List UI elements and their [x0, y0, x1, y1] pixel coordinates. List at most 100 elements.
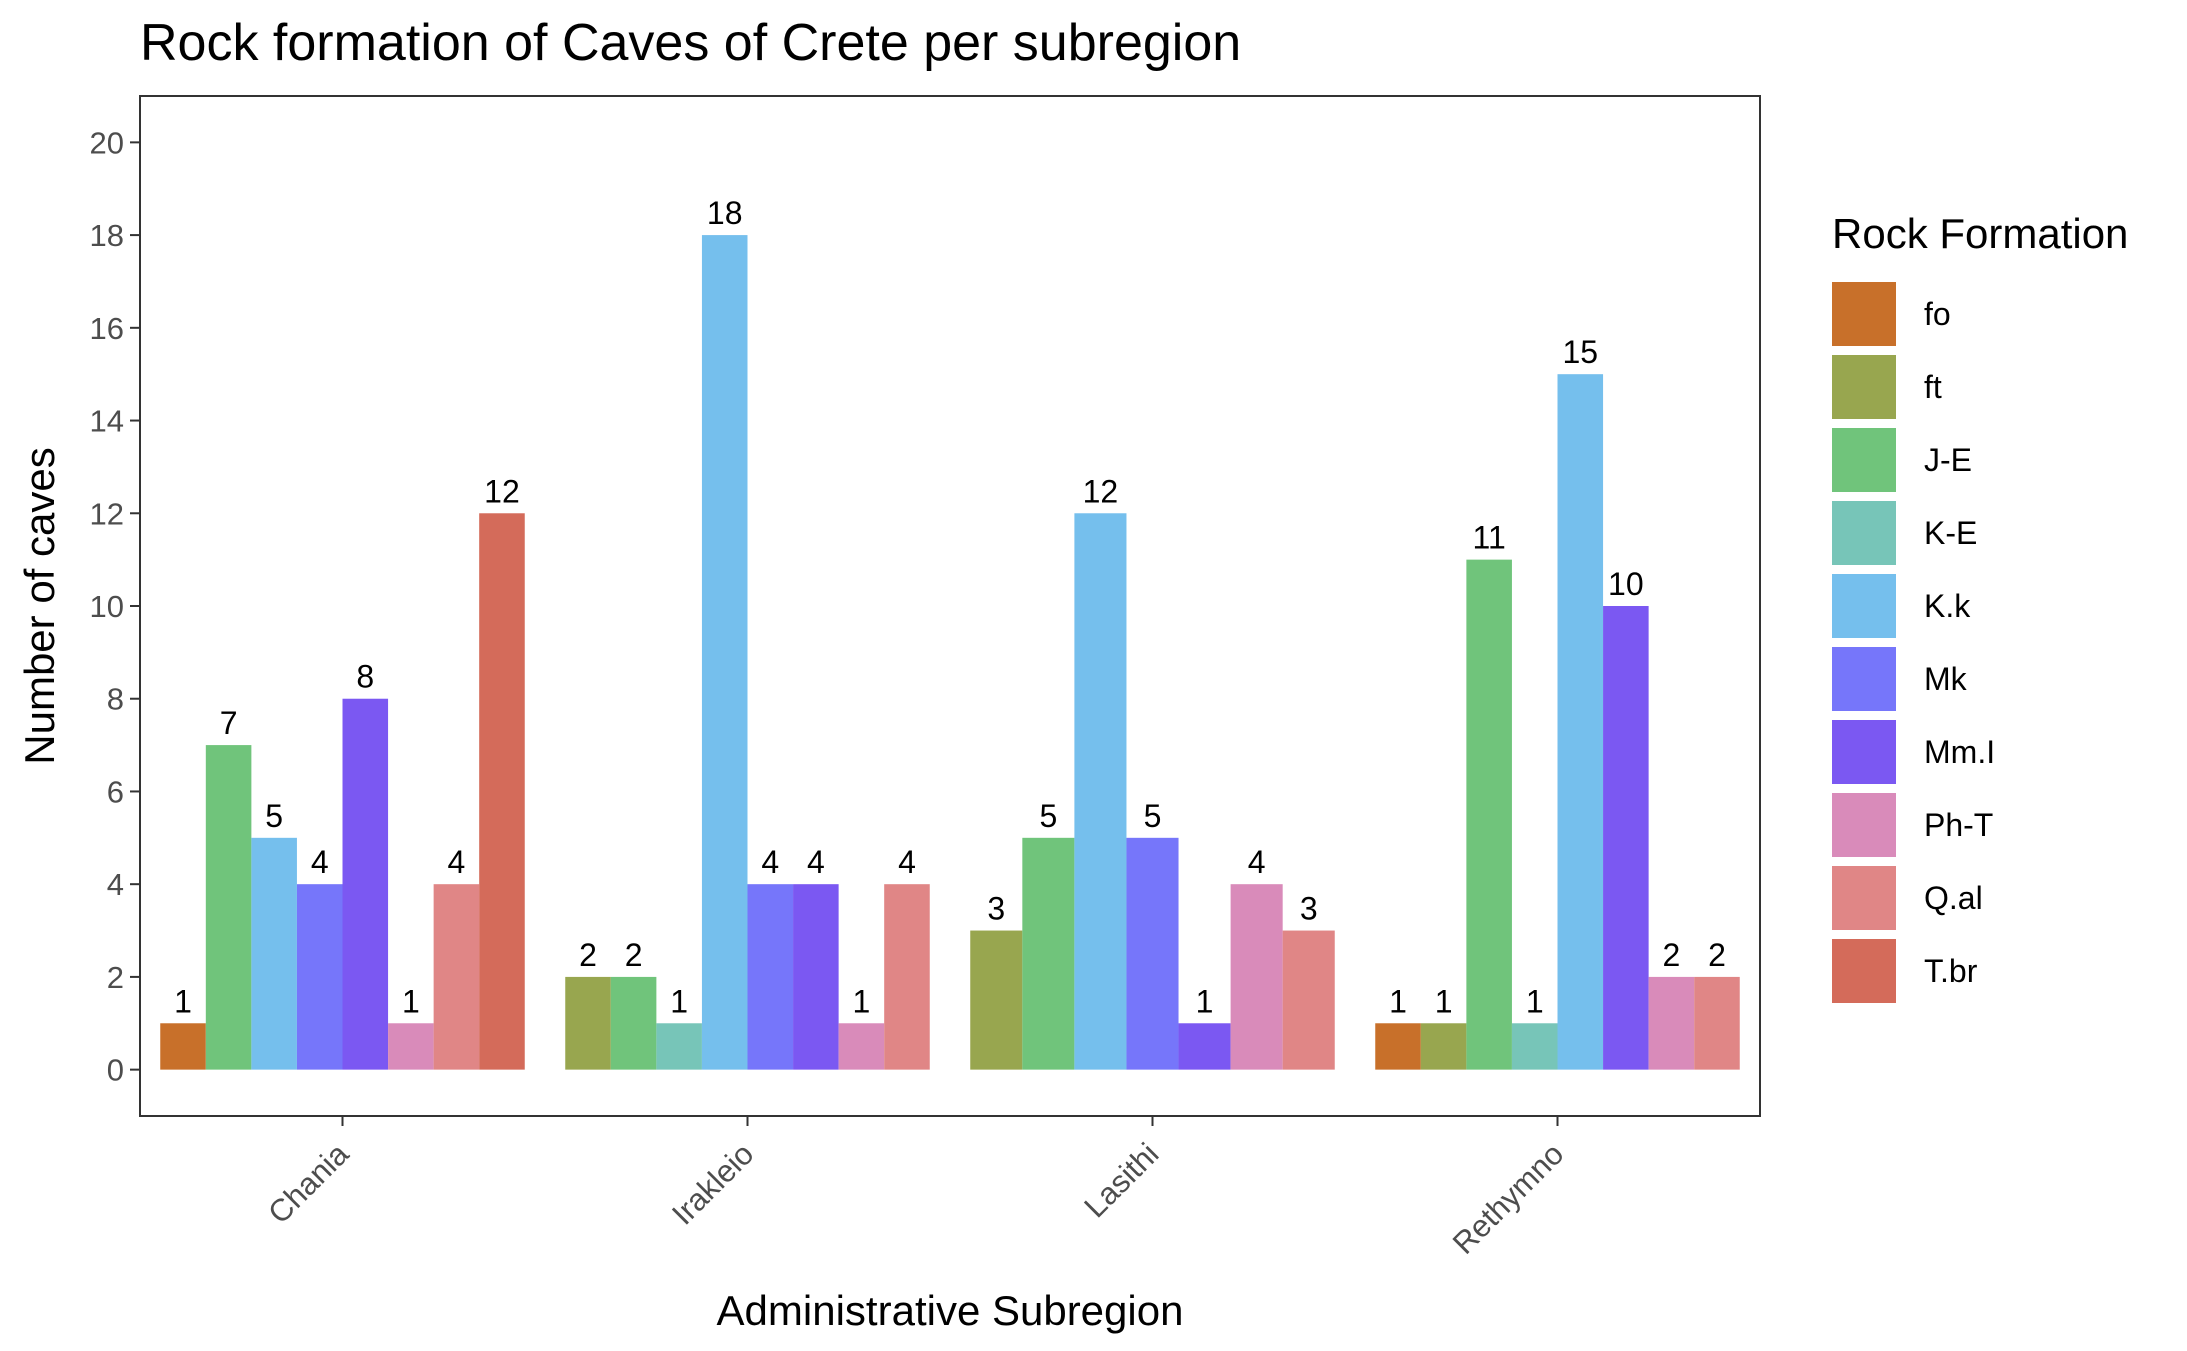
legend-title: Rock Formation [1832, 210, 2128, 257]
legend-key [1832, 647, 1896, 711]
value-label: 2 [1708, 937, 1726, 973]
x-tick-label: Irakleio [665, 1136, 760, 1231]
x-tick-label: Rethymno [1446, 1136, 1571, 1261]
bar-fo-rethymno [1375, 1023, 1421, 1070]
value-label: 12 [1083, 473, 1119, 509]
bar-j-e-irakleio [610, 976, 657, 1070]
y-tick-label: 2 [107, 960, 124, 995]
bar-ph-t-rethymno [1648, 976, 1695, 1070]
legend-label: fo [1924, 296, 1951, 332]
value-label: 3 [987, 891, 1005, 927]
value-label: 1 [670, 983, 688, 1019]
value-label: 12 [484, 473, 520, 509]
legend-key [1832, 282, 1896, 346]
bar-ft-rethymno [1420, 1023, 1467, 1070]
value-label: 1 [853, 983, 871, 1019]
bar-fo-chania [160, 1023, 206, 1070]
chart-title: Rock formation of Caves of Crete per sub… [140, 14, 1241, 72]
value-label: 2 [625, 937, 643, 973]
value-label: 1 [1435, 983, 1453, 1019]
bar-q-al-rethymno [1694, 976, 1740, 1070]
value-label: 1 [1389, 983, 1407, 1019]
value-label: 8 [356, 659, 374, 695]
legend-key [1832, 501, 1896, 565]
value-label: 18 [707, 195, 743, 231]
y-tick-label: 16 [90, 311, 124, 346]
legend-label: Q.al [1924, 880, 1983, 916]
legend-label: T.br [1924, 953, 1978, 989]
value-label: 4 [807, 844, 825, 880]
legend-key [1832, 793, 1896, 857]
bar-k-k-irakleio [701, 235, 748, 1070]
value-label: 2 [1663, 937, 1681, 973]
bar-k-e-rethymno [1511, 1023, 1558, 1070]
legend-key [1832, 428, 1896, 492]
x-axis-title: Administrative Subregion [717, 1287, 1184, 1334]
y-tick-label: 12 [90, 496, 124, 531]
bar-k-k-lasithi [1074, 513, 1127, 1070]
y-axis-title: Number of caves [16, 447, 63, 764]
value-label: 15 [1562, 334, 1598, 370]
bar-mk-lasithi [1126, 837, 1179, 1070]
y-tick-label: 20 [90, 125, 124, 160]
value-label: 5 [265, 798, 283, 834]
y-tick-label: 10 [90, 589, 124, 624]
value-label: 1 [1196, 983, 1214, 1019]
y-axis: 0 2 4 6 8 10 12 14 16 18 20 [90, 125, 140, 1088]
y-tick-label: 4 [107, 867, 124, 902]
value-label: 5 [1144, 798, 1162, 834]
legend-label: J-E [1924, 442, 1972, 478]
value-label: 4 [311, 844, 329, 880]
legend-label: K.k [1924, 588, 1971, 624]
bar-ft-irakleio [565, 976, 611, 1070]
legend-key [1832, 355, 1896, 419]
legend-key [1832, 866, 1896, 930]
bar-k-e-irakleio [656, 1023, 702, 1070]
bar-mm-i-lasithi [1178, 1023, 1231, 1070]
bar-k-k-chania [251, 837, 297, 1070]
bar-mk-irakleio [747, 884, 794, 1070]
value-label: 1 [402, 983, 420, 1019]
bar-j-e-chania [205, 745, 252, 1070]
bar-q-al-chania [433, 884, 480, 1070]
bar-mm-i-rethymno [1603, 606, 1649, 1070]
bar-mm-i-irakleio [793, 884, 839, 1070]
legend-label: Mm.I [1924, 734, 1995, 770]
x-tick-label: Lasithi [1077, 1136, 1165, 1224]
legend-key [1832, 720, 1896, 784]
bar-mm-i-chania [342, 698, 389, 1070]
y-tick-label: 6 [107, 774, 124, 809]
bar-ph-t-chania [388, 1023, 434, 1070]
value-label: 4 [761, 844, 779, 880]
value-label: 1 [174, 983, 192, 1019]
bar-j-e-lasithi [1022, 837, 1075, 1070]
legend-label: ft [1924, 369, 1942, 405]
value-label: 2 [579, 937, 597, 973]
value-label: 4 [448, 844, 466, 880]
value-label: 7 [220, 705, 238, 741]
x-axis: Chania Irakleio Lasithi Rethymno [261, 1116, 1570, 1261]
legend-key [1832, 574, 1896, 638]
value-label: 4 [1248, 844, 1266, 880]
value-label: 10 [1608, 566, 1644, 602]
value-label: 5 [1039, 798, 1057, 834]
bars [160, 235, 1740, 1070]
bar-k-k-rethymno [1557, 374, 1604, 1070]
bar-ph-t-lasithi [1230, 884, 1283, 1070]
legend-key [1832, 939, 1896, 1003]
value-label: 11 [1473, 520, 1506, 556]
bar-ph-t-irakleio [838, 1023, 885, 1070]
y-tick-label: 8 [107, 682, 124, 717]
bar-j-e-rethymno [1466, 559, 1512, 1070]
y-tick-label: 18 [90, 218, 124, 253]
legend-label: Ph-T [1924, 807, 1993, 843]
y-tick-label: 0 [107, 1053, 124, 1088]
y-tick-label: 14 [90, 404, 124, 439]
bar-mk-chania [296, 884, 343, 1070]
value-label: 1 [1526, 983, 1544, 1019]
value-label: 4 [898, 844, 916, 880]
bar-q-al-lasithi [1282, 930, 1335, 1070]
bar-t-br-chania [479, 513, 525, 1070]
